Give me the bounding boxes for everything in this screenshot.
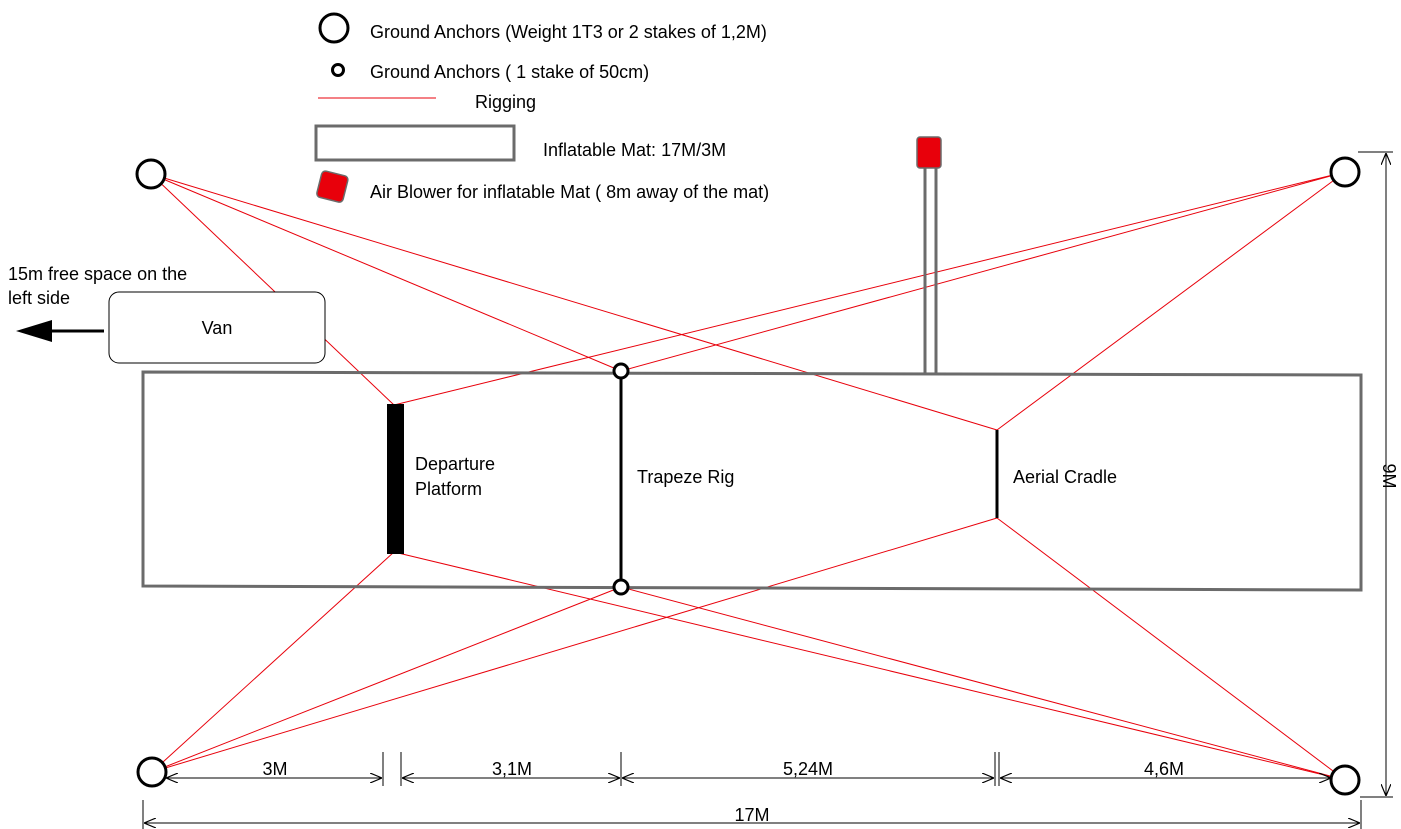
rigging-line [620, 586, 1346, 781]
small-anchor-icon [612, 578, 630, 596]
large-anchor-icon [1329, 156, 1361, 188]
rigging-line [150, 173, 998, 431]
air-blower-assembly [916, 136, 942, 374]
van-box [108, 291, 326, 364]
departure-platform-bar [387, 404, 404, 554]
departure-platform-label-line-1: Departure [415, 454, 495, 474]
large-anchor-icon [1329, 764, 1361, 796]
trapeze-rig-label: Trapeze Rig [637, 467, 734, 487]
rigging-line [151, 551, 395, 773]
rigging-line [393, 171, 1346, 406]
rigging-line [620, 171, 1346, 372]
segment-dimensions: 3M 3,1M 5,24M 4,6M [167, 752, 1330, 786]
rigging-line [150, 173, 395, 406]
large-anchor-icon [136, 756, 168, 788]
rigging-line [151, 517, 998, 773]
inflatable-mat [141, 370, 1363, 592]
departure-platform: Departure Platform [387, 404, 495, 554]
legend-blower-icon [316, 170, 349, 203]
legend-large-anchor-label: Ground Anchors (Weight 1T3 or 2 stakes o… [370, 22, 767, 42]
legend-mat-label: Inflatable Mat: 17M/3M [543, 140, 726, 160]
height-dimension: 9M [1358, 151, 1399, 798]
legend-mat-icon [314, 124, 516, 162]
departure-platform-label-line-2: Platform [415, 479, 482, 499]
free-space-note: 15m free space on the left side [8, 264, 187, 342]
left-arrow-icon [16, 320, 52, 342]
rigging-line [150, 173, 622, 372]
rigging-line [996, 517, 1346, 781]
van-label: Van [202, 318, 233, 338]
legend-small-anchor-icon [331, 63, 345, 77]
height-dim-label: 9M [1379, 463, 1399, 488]
segment-dim-label: 3,1M [492, 759, 532, 779]
free-space-line-2: left side [8, 288, 70, 308]
rigging-line [393, 551, 1346, 781]
trapeze-rig: Trapeze Rig [612, 362, 734, 596]
rigging-line [151, 586, 622, 773]
large-anchor-icon [135, 158, 167, 190]
total-dim-label: 17M [734, 805, 769, 825]
free-space-line-1: 15m free space on the [8, 264, 187, 284]
legend-small-anchor-label: Ground Anchors ( 1 stake of 50cm) [370, 62, 649, 82]
legend-large-anchor-icon [318, 12, 350, 44]
ground-anchors [135, 156, 1361, 796]
air-blower [916, 136, 942, 169]
rigging-line [996, 171, 1346, 431]
aerial-cradle: Aerial Cradle [995, 430, 1117, 518]
van: Van [108, 291, 326, 364]
segment-dim-label: 4,6M [1144, 759, 1184, 779]
rigging-lines [150, 171, 1346, 781]
legend: Ground Anchors (Weight 1T3 or 2 stakes o… [314, 12, 769, 203]
small-anchor-icon [612, 362, 630, 380]
total-dimension: 17M [142, 800, 1362, 829]
legend-rigging-label: Rigging [475, 92, 536, 112]
legend-blower-label: Air Blower for inflatable Mat ( 8m away … [370, 182, 769, 202]
aerial-cradle-label: Aerial Cradle [1013, 467, 1117, 487]
segment-dim-label: 3M [262, 759, 287, 779]
segment-dim-label: 5,24M [783, 759, 833, 779]
